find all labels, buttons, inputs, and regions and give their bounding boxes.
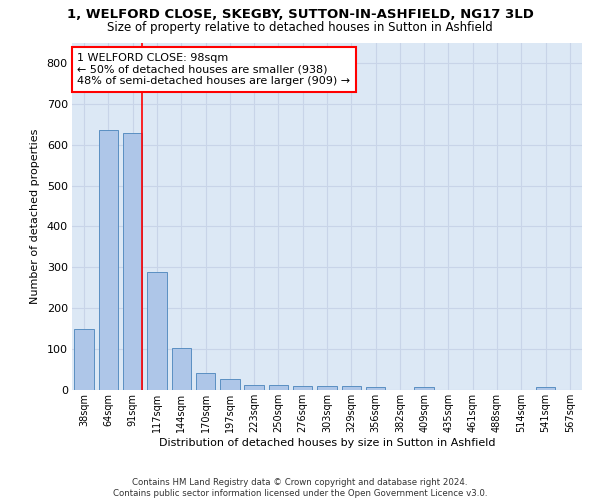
Bar <box>74 328 94 390</box>
Text: 1 WELFORD CLOSE: 98sqm
← 50% of detached houses are smaller (938)
48% of semi-de: 1 WELFORD CLOSE: 98sqm ← 50% of detached… <box>77 53 350 86</box>
Bar <box>172 348 191 390</box>
Bar <box>366 386 385 390</box>
Bar <box>269 385 288 390</box>
Bar <box>293 386 313 390</box>
Text: 1, WELFORD CLOSE, SKEGBY, SUTTON-IN-ASHFIELD, NG17 3LD: 1, WELFORD CLOSE, SKEGBY, SUTTON-IN-ASHF… <box>67 8 533 20</box>
X-axis label: Distribution of detached houses by size in Sutton in Ashfield: Distribution of detached houses by size … <box>159 438 495 448</box>
Bar <box>317 386 337 390</box>
Bar <box>536 386 555 390</box>
Bar <box>244 385 264 390</box>
Bar <box>196 373 215 390</box>
Bar <box>123 134 142 390</box>
Bar <box>99 130 118 390</box>
Text: Contains HM Land Registry data © Crown copyright and database right 2024.
Contai: Contains HM Land Registry data © Crown c… <box>113 478 487 498</box>
Bar <box>220 378 239 390</box>
Bar <box>147 272 167 390</box>
Bar <box>341 386 361 390</box>
Y-axis label: Number of detached properties: Number of detached properties <box>30 128 40 304</box>
Bar <box>415 387 434 390</box>
Text: Size of property relative to detached houses in Sutton in Ashfield: Size of property relative to detached ho… <box>107 21 493 34</box>
